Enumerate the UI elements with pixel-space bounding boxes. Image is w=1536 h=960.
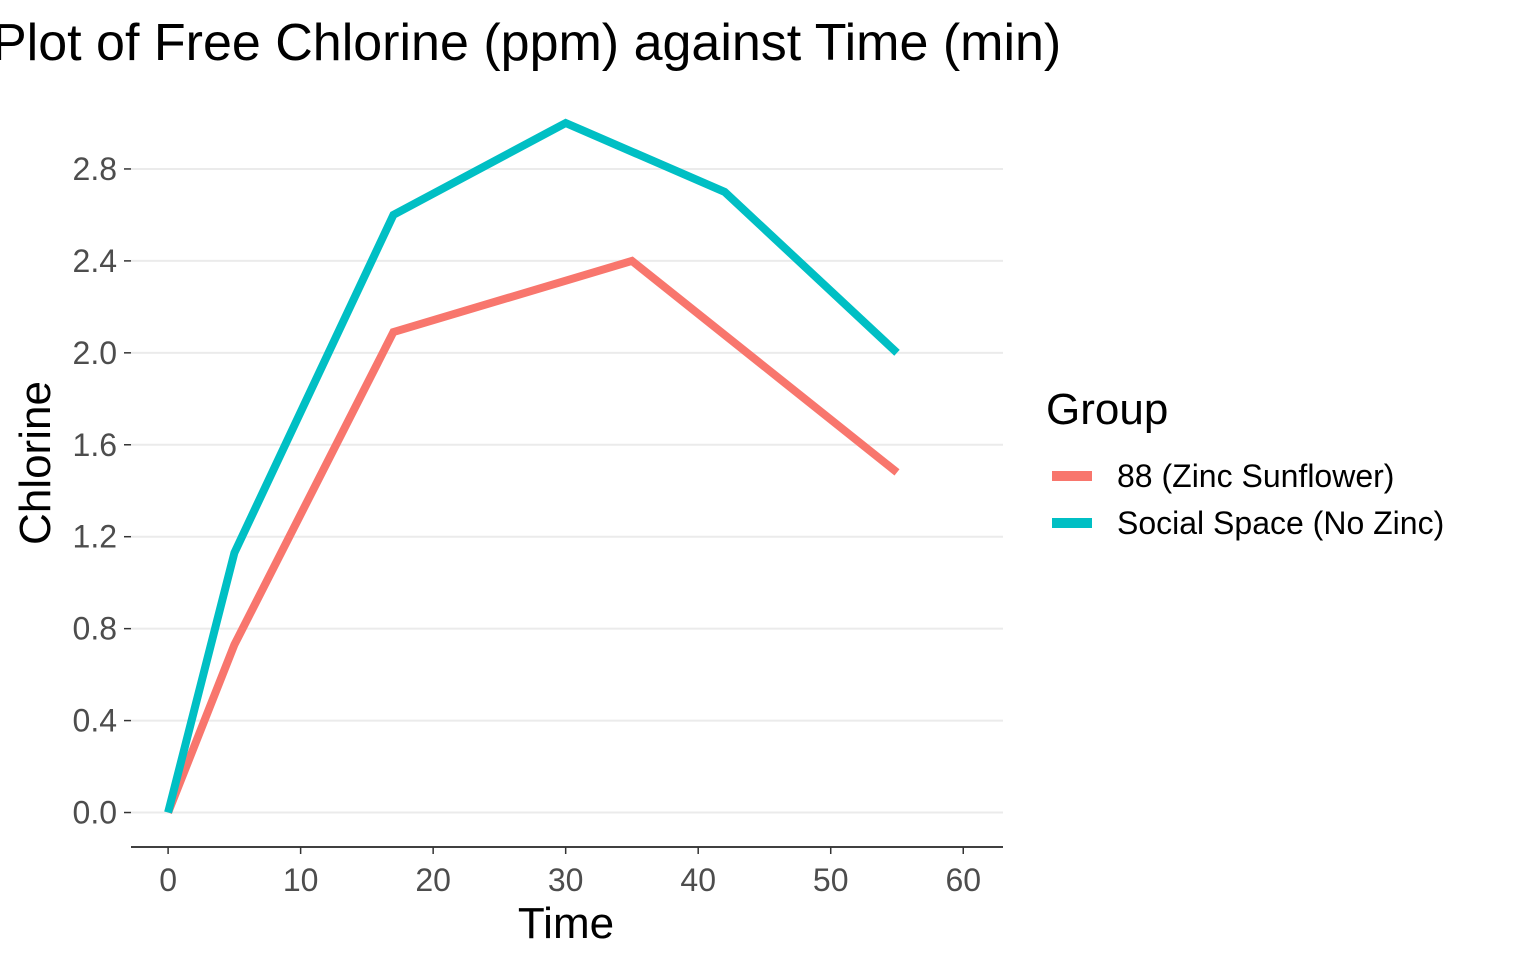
legend-label: Social Space (No Zinc): [1117, 505, 1444, 541]
x-tick-label: 0: [159, 862, 177, 898]
chart-title: Plot of Free Chlorine (ppm) against Time…: [0, 14, 1061, 72]
series-lines: [164, 118, 900, 814]
x-tick-label: 20: [415, 862, 451, 898]
y-tick-label: 2.0: [73, 335, 117, 371]
x-tick-label: 40: [680, 862, 716, 898]
y-tick-label: 1.2: [73, 519, 117, 555]
y-tick-label: 1.6: [73, 427, 117, 463]
x-tick-label: 50: [813, 862, 849, 898]
y-tick-label: 0.8: [73, 611, 117, 647]
grid-lines: [131, 167, 1003, 814]
legend-label: 88 (Zinc Sunflower): [1117, 458, 1394, 494]
y-axis-title: Chlorine: [11, 381, 60, 545]
series-line-2: [164, 118, 900, 814]
legend: Group 88 (Zinc Sunflower) Social Space (N…: [1046, 385, 1444, 541]
x-tick-label: 10: [283, 862, 319, 898]
y-tick-label: 2.8: [73, 151, 117, 187]
axes: 0.0 0.4 0.8 1.2 1.6 2.0 2.4 2.8 0 10 20 30 40 50 60: [73, 151, 1003, 898]
y-tick-label: 0.0: [73, 795, 117, 831]
x-tick-label: 30: [548, 862, 584, 898]
y-tick-label: 2.4: [73, 243, 117, 279]
y-tick-label: 0.4: [73, 703, 117, 739]
x-tick-label: 60: [945, 862, 981, 898]
legend-title: Group: [1046, 385, 1168, 434]
x-axis-title: Time: [518, 899, 614, 948]
series-line-1: [164, 256, 900, 814]
